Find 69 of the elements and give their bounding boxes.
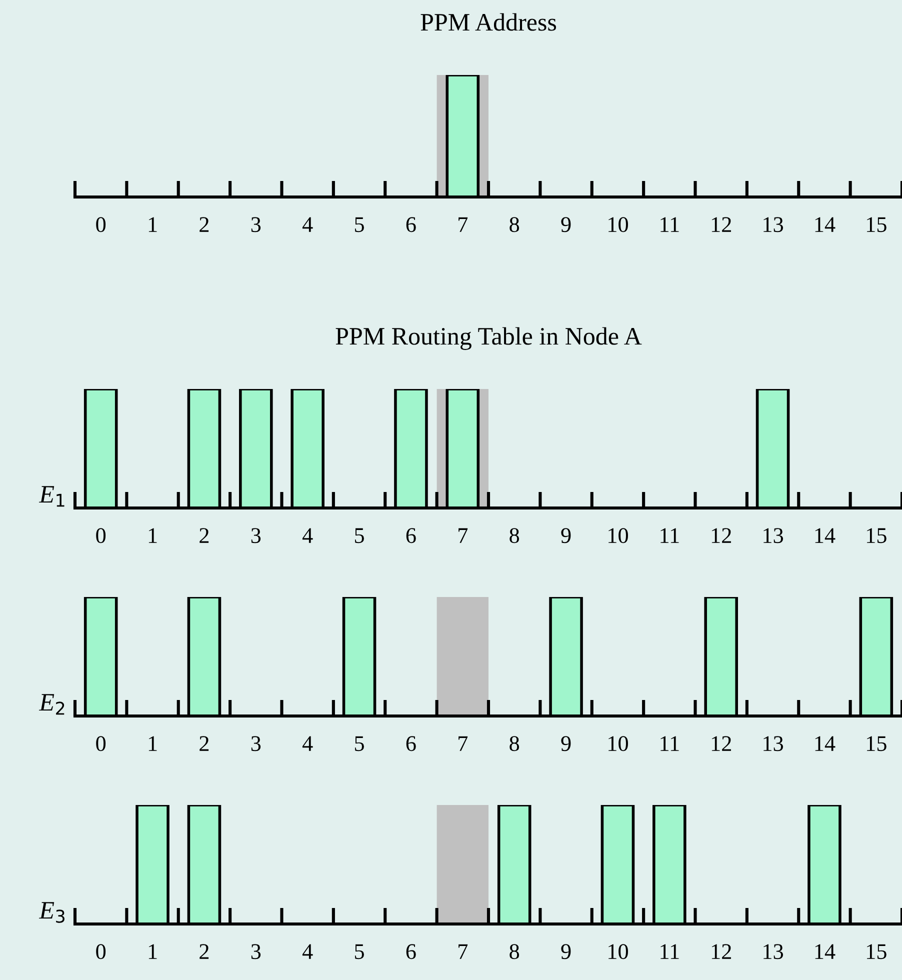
x-tick-label: 10 [608, 736, 628, 752]
y-axis-title: E$_{1}$ [38, 486, 64, 507]
x-tick-label: 7 [458, 528, 468, 543]
x-tick-label: 11 [660, 736, 679, 751]
x-tick-label: 1 [148, 528, 157, 543]
x-tick-label: 14 [815, 736, 836, 751]
x-tick-label: 2 [200, 944, 209, 959]
x-tick-label: 6 [406, 736, 416, 752]
x-tick-label: 2 [200, 528, 209, 543]
x-tick-label: 3 [251, 944, 261, 960]
x-tick-label: 14 [815, 217, 836, 232]
x-tick-label: 7 [458, 217, 468, 232]
x-tick-label: 7 [458, 736, 468, 751]
x-tick-label: 3 [251, 217, 261, 232]
x-tick-label: 6 [406, 217, 416, 232]
x-tick-label: 15 [867, 528, 886, 544]
x-tick-label: 13 [764, 217, 784, 232]
x-tick-label: 8 [510, 944, 520, 960]
x-tick-label: 13 [764, 944, 784, 960]
x-tick-label: 11 [660, 528, 679, 543]
x-tick-label: 14 [815, 944, 836, 959]
x-tick-label: 1 [148, 736, 157, 751]
x-tick-label: 5 [355, 944, 364, 960]
x-tick-label: 3 [251, 736, 261, 752]
x-tick-label: 0 [96, 217, 106, 232]
x-tick-label: 12 [712, 217, 731, 232]
x-tick-label: 4 [302, 944, 313, 959]
x-tick-label: 4 [302, 217, 313, 232]
x-tick-label: 11 [660, 944, 679, 959]
x-tick-label: 0 [96, 944, 106, 960]
x-tick-label: 1 [148, 944, 157, 959]
x-tick-label: 14 [815, 528, 836, 543]
x-tick-label: 1 [148, 217, 157, 232]
x-tick-label: 15 [867, 944, 886, 960]
x-tick-label: 12 [712, 736, 731, 751]
x-tick-label: 0 [96, 528, 106, 544]
x-tick-label: 5 [355, 217, 364, 232]
x-tick-label: 12 [712, 528, 731, 543]
x-tick-label: 7 [458, 944, 468, 959]
x-tick-label: 5 [355, 736, 364, 752]
x-tick-label: 8 [510, 736, 520, 752]
x-tick-label: 3 [251, 528, 261, 544]
x-tick-label: 2 [200, 736, 209, 751]
chart-title: PPM Routing Table in Node A [336, 327, 642, 350]
y-axis-title: E$_{3}$ [38, 902, 64, 923]
chart-title: PPM Address [420, 13, 556, 31]
x-tick-label: 13 [764, 528, 784, 544]
x-tick-label: 5 [355, 528, 364, 544]
x-tick-label: 10 [608, 528, 628, 544]
x-tick-label: 6 [406, 944, 416, 960]
x-tick-label: 9 [561, 528, 571, 544]
x-tick-label: 8 [510, 217, 520, 232]
x-tick-label: 13 [764, 736, 784, 752]
x-tick-label: 12 [712, 944, 731, 959]
x-tick-label: 15 [867, 217, 886, 232]
x-tick-label: 15 [867, 736, 886, 752]
x-tick-label: 2 [200, 217, 209, 232]
x-tick-label: 11 [660, 217, 679, 232]
x-tick-label: 10 [608, 944, 628, 960]
y-axis-title: E$_{2}$ [38, 694, 64, 715]
x-tick-label: 8 [510, 528, 520, 544]
x-tick-label: 4 [302, 736, 313, 751]
x-tick-label: 9 [561, 736, 571, 752]
x-tick-label: 4 [302, 528, 313, 543]
x-tick-label: 6 [406, 528, 416, 544]
x-tick-label: 10 [608, 217, 628, 232]
x-tick-label: 9 [561, 944, 571, 960]
x-tick-label: 9 [561, 217, 571, 232]
x-tick-label: 0 [96, 736, 106, 752]
